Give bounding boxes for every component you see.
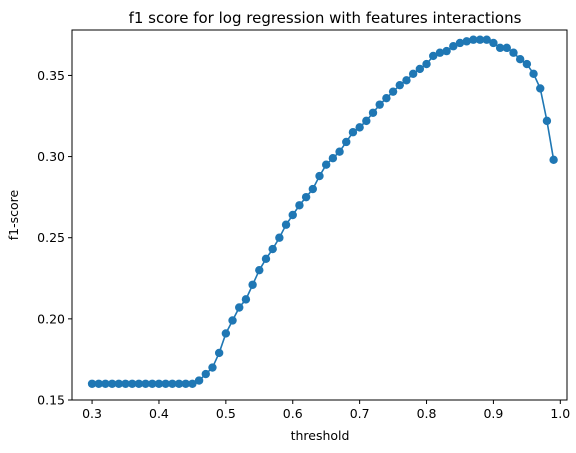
data-point <box>315 171 324 181</box>
plot-area <box>87 35 558 388</box>
y-tick-label: 0.20 <box>37 311 65 326</box>
data-point <box>94 379 103 388</box>
data-point <box>475 35 485 44</box>
data-point <box>388 87 398 96</box>
y-tick-label: 0.30 <box>37 149 65 164</box>
data-point <box>422 59 431 69</box>
data-point <box>134 379 144 388</box>
data-point <box>308 184 318 194</box>
data-point <box>107 379 117 388</box>
data-point <box>382 93 391 103</box>
data-point <box>482 35 491 44</box>
data-point <box>235 303 244 312</box>
data-point <box>342 137 351 147</box>
data-point <box>321 160 331 169</box>
data-point <box>542 116 552 126</box>
data-point <box>194 376 204 385</box>
chart-title: f1 score for log regression with feature… <box>129 9 522 27</box>
data-point <box>221 329 231 338</box>
data-point <box>515 55 525 64</box>
x-tick-label: 0.5 <box>216 406 236 421</box>
data-point <box>301 192 311 202</box>
data-point <box>415 64 425 74</box>
data-point <box>449 42 458 51</box>
data-point <box>536 84 545 93</box>
data-point <box>402 76 411 85</box>
y-tick-label: 0.25 <box>37 230 65 245</box>
x-tick-label: 1.0 <box>550 406 570 421</box>
x-tick-label: 0.6 <box>283 406 303 421</box>
data-point <box>281 220 291 229</box>
data-point <box>295 201 304 210</box>
data-point <box>128 379 137 388</box>
data-point <box>228 316 237 325</box>
data-point <box>502 43 511 53</box>
x-axis-label: threshold <box>291 428 350 443</box>
data-point <box>328 154 338 163</box>
data-point <box>248 280 257 289</box>
data-point <box>208 363 217 372</box>
data-point <box>214 348 224 358</box>
data-point <box>408 69 418 79</box>
data-point <box>335 147 344 156</box>
y-axis-label: f1-score <box>6 189 21 240</box>
data-point <box>114 379 124 388</box>
data-point <box>241 295 251 304</box>
data-point <box>462 37 471 46</box>
data-point <box>261 254 271 264</box>
plot-frame <box>71 29 568 401</box>
x-tick-label: 0.8 <box>417 406 437 421</box>
data-point <box>181 379 190 388</box>
data-point <box>148 379 157 388</box>
data-point <box>188 379 197 388</box>
data-point <box>268 244 277 254</box>
data-point <box>489 38 498 48</box>
data-point <box>255 265 264 275</box>
data-point <box>355 123 364 132</box>
data-point <box>141 379 150 388</box>
data-point <box>395 80 404 90</box>
x-axis: 0.3 0.4 0.5 0.6 0.7 0.8 0.9 1.0 <box>82 400 570 421</box>
data-point <box>455 38 465 48</box>
data-point <box>442 46 451 56</box>
data-point <box>154 379 164 388</box>
y-tick-label: 0.35 <box>37 68 65 83</box>
data-point <box>529 69 538 79</box>
data-point <box>121 379 130 388</box>
data-point <box>429 51 438 61</box>
data-point <box>201 369 210 379</box>
data-point <box>362 116 371 126</box>
data-point <box>469 35 478 44</box>
data-point <box>435 48 445 57</box>
data-point <box>174 379 184 388</box>
data-point <box>275 233 284 242</box>
data-point <box>522 59 532 69</box>
data-point <box>288 210 297 220</box>
data-point <box>509 48 518 57</box>
x-tick-label: 0.9 <box>483 406 503 421</box>
data-point <box>549 155 558 165</box>
data-point <box>348 128 358 137</box>
series-line <box>92 38 555 385</box>
data-point <box>368 108 378 117</box>
x-tick-label: 0.4 <box>149 406 169 421</box>
x-tick-label: 0.3 <box>82 406 102 421</box>
y-tick-label: 0.15 <box>37 393 65 408</box>
data-point <box>168 379 177 388</box>
data-point <box>87 379 97 388</box>
data-point <box>375 100 384 109</box>
y-axis: 0.15 0.20 0.25 0.30 0.35 <box>37 68 72 408</box>
data-point <box>495 43 505 53</box>
data-point <box>161 379 170 388</box>
data-point <box>101 379 110 388</box>
x-tick-label: 0.7 <box>350 406 370 421</box>
